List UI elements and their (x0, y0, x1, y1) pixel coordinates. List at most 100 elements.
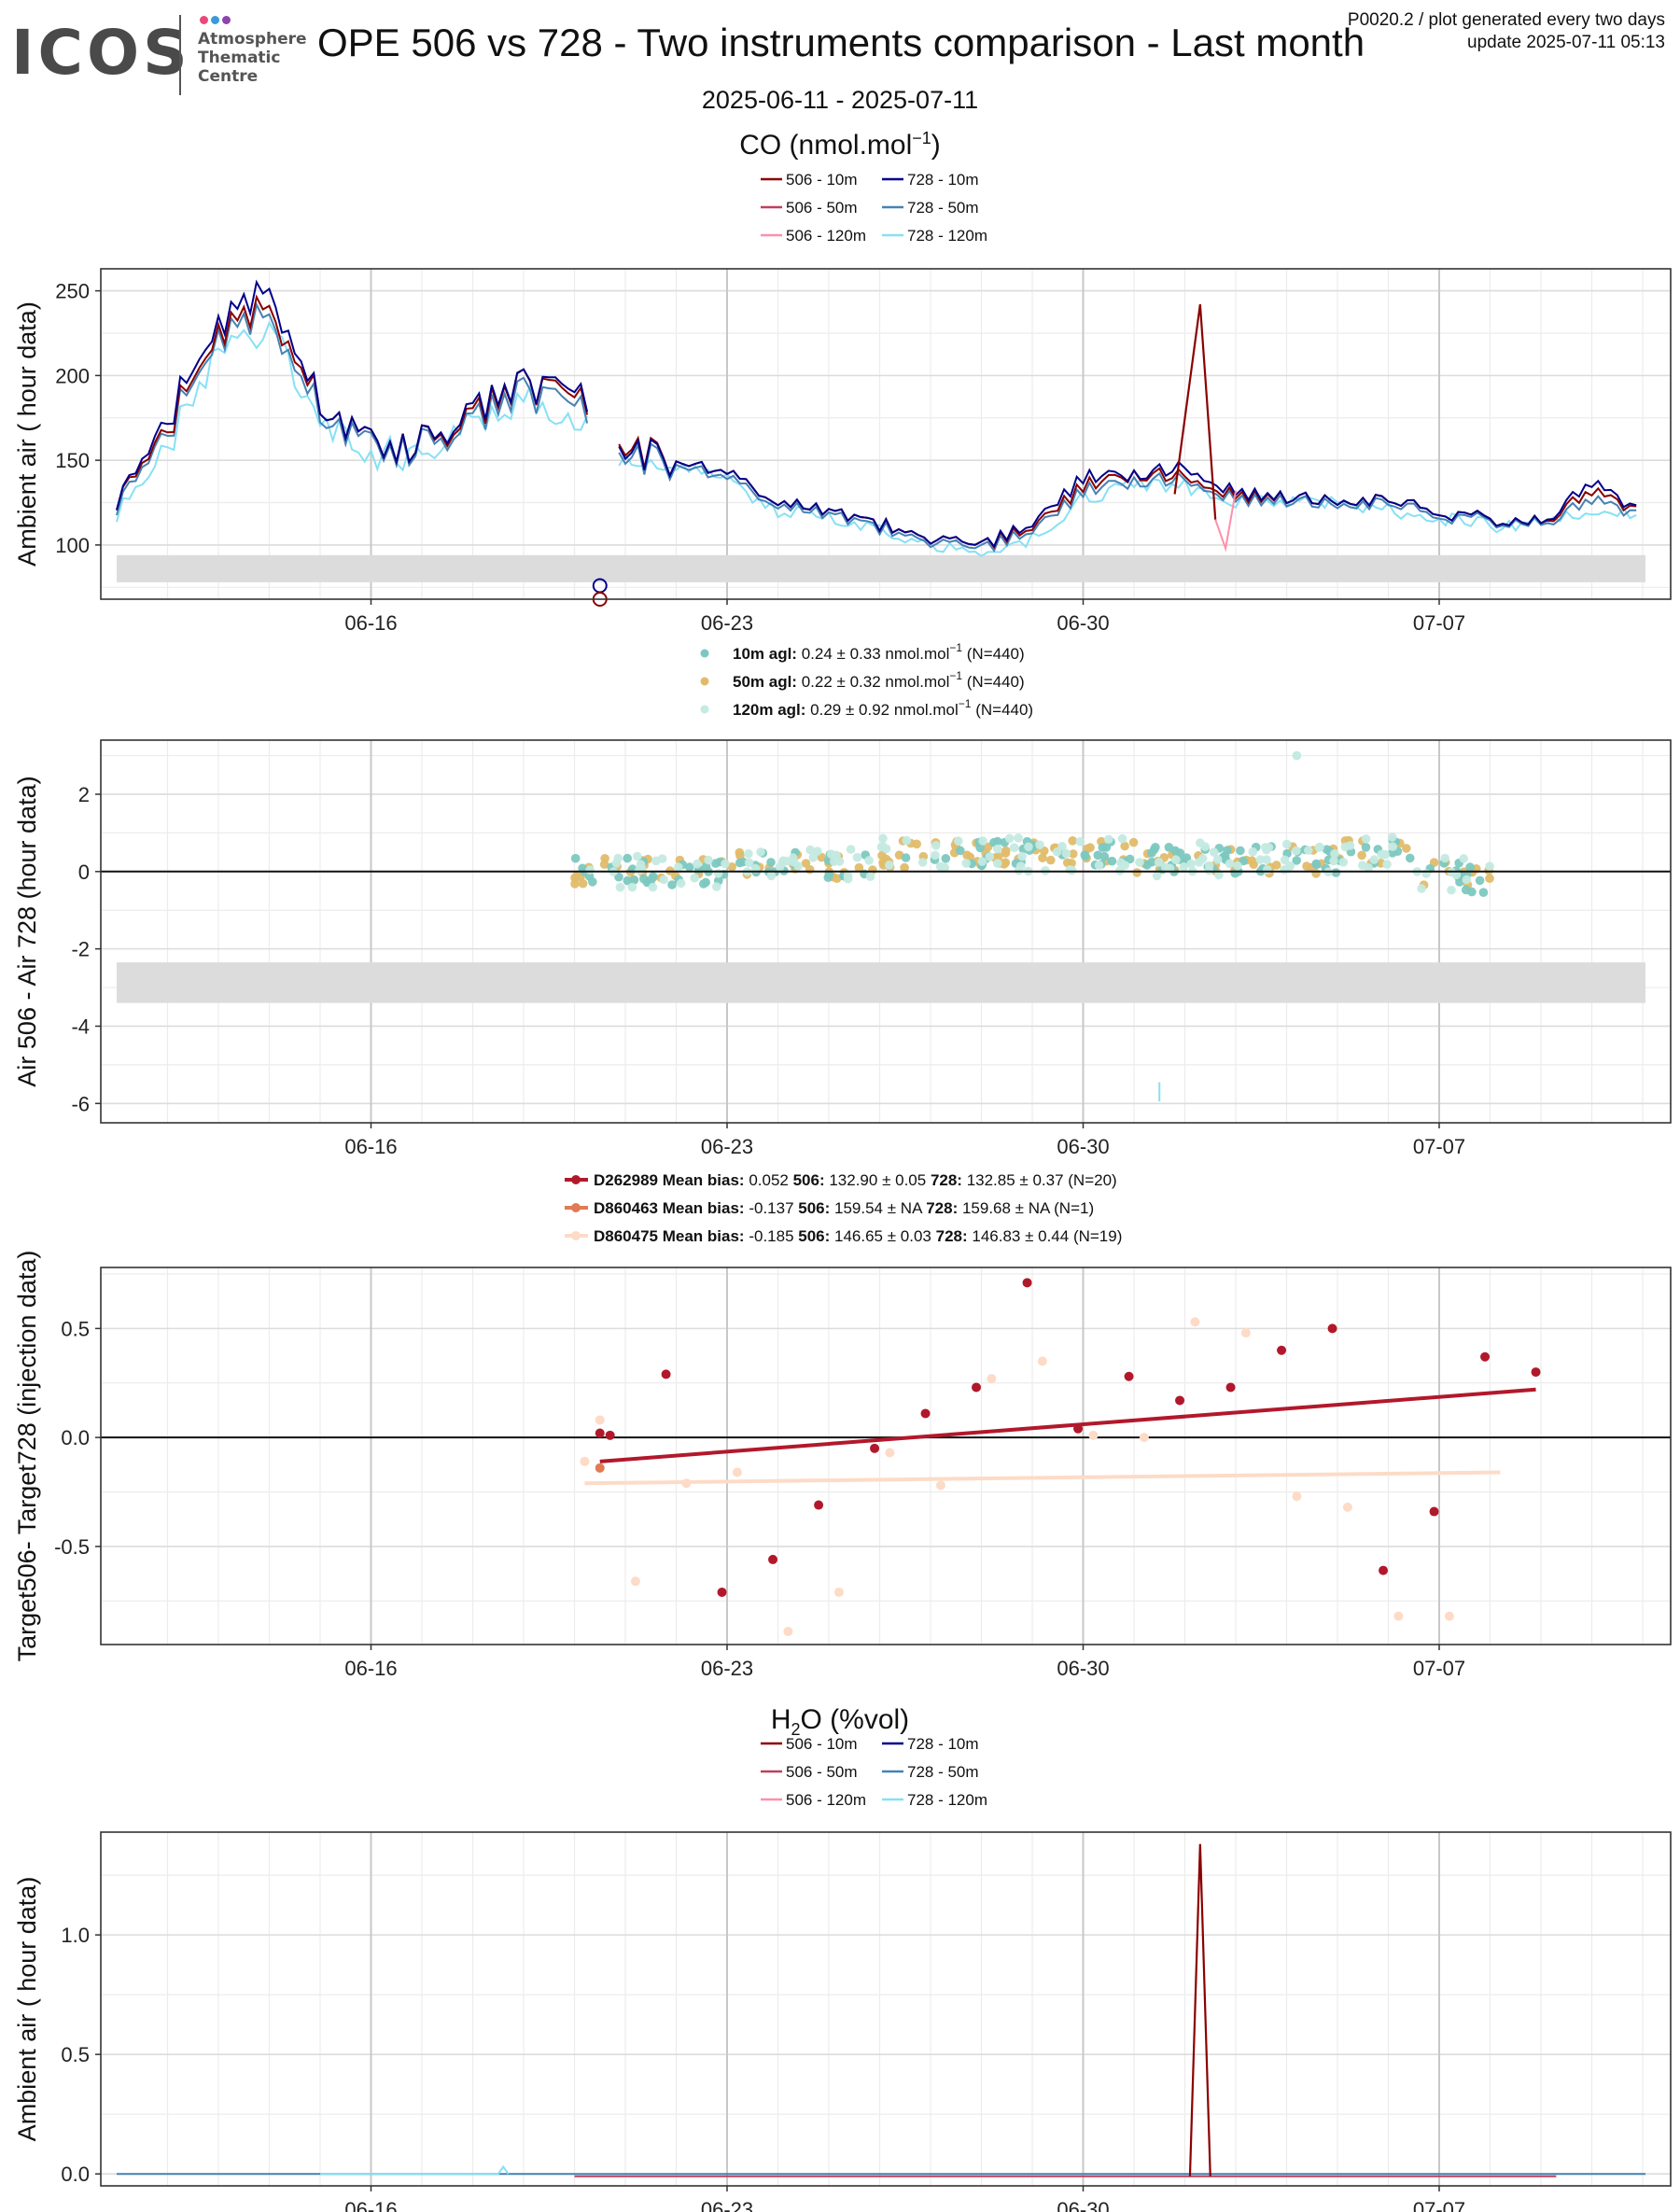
diff-point (1017, 851, 1027, 861)
co-legend-label: 728 - 120m (907, 227, 987, 245)
diff-point (778, 856, 789, 865)
y-tick-label: 150 (55, 449, 90, 472)
logo-dot-icon (211, 16, 219, 24)
diff-point (1135, 858, 1144, 867)
diff-point (854, 862, 864, 873)
diff-point (878, 833, 888, 844)
h2o-title-b: O (%vol) (800, 1704, 910, 1735)
target-legend-part: 728: (931, 1171, 967, 1189)
target-legend-part: 132.90 ± 0.05 (829, 1171, 931, 1189)
diff-point (1001, 846, 1011, 856)
x-tick-label: 07-07 (1413, 1657, 1465, 1680)
diff-point (962, 850, 972, 860)
diff-point (1209, 847, 1219, 857)
diff-point (878, 842, 888, 851)
diff-point (1292, 846, 1301, 856)
page-title: OPE 506 vs 728 - Two instruments compari… (317, 21, 1365, 64)
shaded-band (117, 962, 1645, 1003)
h2o-title-a: H (770, 1704, 791, 1735)
diff-point (744, 848, 753, 859)
diff-point (1046, 855, 1056, 865)
target-point (681, 1478, 692, 1489)
x-tick-label: 06-30 (1057, 1657, 1109, 1680)
target-legend-part: 728: (926, 1199, 962, 1217)
target-point (605, 1430, 615, 1440)
diff-point (713, 869, 723, 878)
diff-point (961, 859, 971, 868)
diff-legend-key (700, 705, 709, 714)
plot-panel (101, 269, 1671, 599)
diff-point (1462, 875, 1472, 885)
diff-point (1382, 860, 1392, 869)
plot-panel (101, 740, 1671, 1123)
h2o-legend-label: 506 - 120m (786, 1791, 866, 1809)
diff-point (1475, 875, 1485, 886)
diff-point (1485, 861, 1494, 871)
diff-legend-height: 10m agl: (733, 645, 802, 663)
diff-point (1225, 859, 1235, 869)
diff-point (588, 877, 597, 887)
target-legend-part: Mean bias: (663, 1171, 749, 1189)
diff-point (993, 859, 1002, 868)
diff-point (1200, 842, 1210, 851)
diff-point (615, 882, 625, 892)
diff-point (1142, 861, 1152, 870)
diff-point (1247, 856, 1257, 865)
diff-point (1069, 849, 1078, 859)
diff-legend-stats: 0.22 ± 0.32 nmol.mol (802, 673, 950, 691)
y-tick-label: 0.0 (61, 2163, 90, 2186)
target-legend-part: 159.68 ± NA (N=1) (962, 1199, 1094, 1217)
y-tick-label: 0 (78, 861, 90, 884)
diff-point (1009, 843, 1019, 852)
diff-point (843, 874, 853, 884)
plot-border (100, 1267, 1672, 1645)
diff-point (1345, 841, 1355, 850)
target-point (1139, 1433, 1149, 1443)
diff-legend-key (700, 649, 709, 658)
x-tick-label: 07-07 (1413, 2198, 1465, 2212)
target-point (885, 1448, 895, 1458)
diff-point (1120, 841, 1129, 851)
diff-point (985, 852, 995, 861)
diff-point (1035, 840, 1044, 849)
target-point (1480, 1351, 1491, 1362)
diff-point (1280, 855, 1290, 865)
diff-point (1311, 869, 1321, 878)
diff-point (1465, 862, 1475, 872)
series-line (618, 442, 1637, 553)
diff-point (1357, 850, 1366, 861)
y-tick-label: 2 (78, 783, 90, 806)
diff-point (885, 861, 894, 870)
diff-point (613, 853, 623, 863)
diff-point (1302, 861, 1311, 871)
diff-point (578, 863, 587, 874)
diff-point (585, 865, 595, 875)
diff-point (1038, 853, 1047, 862)
target-point (870, 1443, 880, 1453)
target-point (814, 1500, 824, 1510)
y-tick-label: -6 (71, 1092, 90, 1115)
target-legend-part: D860475 (594, 1227, 663, 1245)
h2o-section-title: H2O (%vol) (0, 1704, 1680, 1740)
diff-point (826, 849, 836, 859)
target-legend-part: 0.052 (749, 1171, 792, 1189)
target-legend-part: 506: (798, 1227, 834, 1245)
target-legend-key (571, 1231, 581, 1240)
diff-point (599, 860, 609, 869)
diff-point (685, 862, 694, 872)
diff-point (633, 851, 642, 861)
co-legend-label: 506 - 120m (786, 227, 866, 245)
diff-point (1179, 862, 1189, 872)
diff-point (629, 875, 639, 885)
diff-point (813, 847, 822, 856)
series-line (618, 438, 1637, 549)
target-point (1240, 1328, 1251, 1338)
target-point (595, 1415, 605, 1425)
diff-point (1304, 846, 1313, 855)
diff-point (1214, 870, 1224, 880)
target-point (935, 1480, 945, 1491)
plot-border (100, 268, 1672, 600)
diff-point (712, 882, 721, 891)
diff-point (1151, 843, 1160, 852)
diff-point (1015, 861, 1026, 871)
